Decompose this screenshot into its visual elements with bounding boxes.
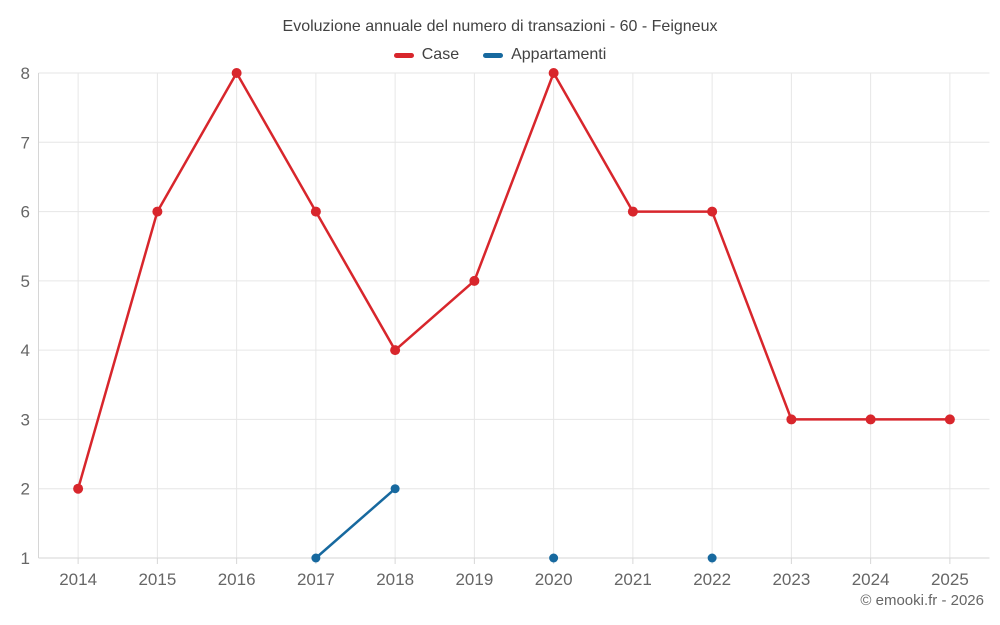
x-axis-label: 2021 xyxy=(614,570,652,589)
appartamenti-series-swatch xyxy=(483,52,504,58)
data-point-case[interactable] xyxy=(627,206,638,217)
x-axis-label: 2017 xyxy=(297,570,335,589)
x-axis-label: 2018 xyxy=(376,570,414,589)
data-point-appartamenti[interactable] xyxy=(549,553,559,563)
data-point-appartamenti[interactable] xyxy=(390,484,400,494)
legend-label-case: Case xyxy=(421,46,460,63)
y-axis-label: 8 xyxy=(21,64,30,83)
series-line-appartamenti xyxy=(314,487,397,560)
data-point-case[interactable] xyxy=(390,345,401,356)
data-point-case[interactable] xyxy=(310,206,321,217)
x-axis-label: 2024 xyxy=(852,570,890,589)
data-point-appartamenti[interactable] xyxy=(707,553,717,563)
x-axis-label: 2015 xyxy=(138,570,176,589)
data-point-case[interactable] xyxy=(865,414,876,425)
x-axis-label: 2020 xyxy=(535,570,573,589)
data-point-case[interactable] xyxy=(231,68,242,78)
x-axis-label: 2022 xyxy=(693,570,731,589)
legend-label-appartamenti: Appartamenti xyxy=(511,46,607,63)
legend-item-appartamenti[interactable]: Appartamenti xyxy=(483,46,606,64)
data-point-case[interactable] xyxy=(786,414,797,425)
y-axis-label: 2 xyxy=(21,480,30,499)
data-point-case[interactable] xyxy=(152,206,163,217)
y-axis-label: 3 xyxy=(21,410,30,429)
x-axis-label: 2016 xyxy=(218,570,256,589)
x-axis-label: 2014 xyxy=(59,570,97,589)
y-axis-label: 6 xyxy=(21,203,30,222)
x-axis-label: 2023 xyxy=(772,570,810,589)
chart-title: Evoluzione annuale del numero di transaz… xyxy=(282,18,718,35)
series-line-case xyxy=(76,71,952,490)
y-axis-label: 5 xyxy=(21,272,30,291)
data-point-case[interactable] xyxy=(73,483,84,494)
x-axis-label: 2025 xyxy=(931,570,969,589)
data-point-case[interactable] xyxy=(944,414,955,425)
data-point-case[interactable] xyxy=(469,275,480,286)
data-point-appartamenti[interactable] xyxy=(311,553,321,563)
case-series-swatch xyxy=(393,52,414,58)
y-axis-label: 4 xyxy=(21,341,30,360)
y-axis-label: 1 xyxy=(21,549,30,568)
y-axis-label: 7 xyxy=(21,133,30,152)
data-point-case[interactable] xyxy=(548,68,559,78)
chart-legend: Case Appartamenti xyxy=(0,46,1000,64)
copyright-credit: © emooki.fr - 2026 xyxy=(860,592,984,609)
data-point-case[interactable] xyxy=(707,206,718,217)
legend-item-case[interactable]: Case xyxy=(393,46,460,64)
x-axis-label: 2019 xyxy=(455,570,493,589)
